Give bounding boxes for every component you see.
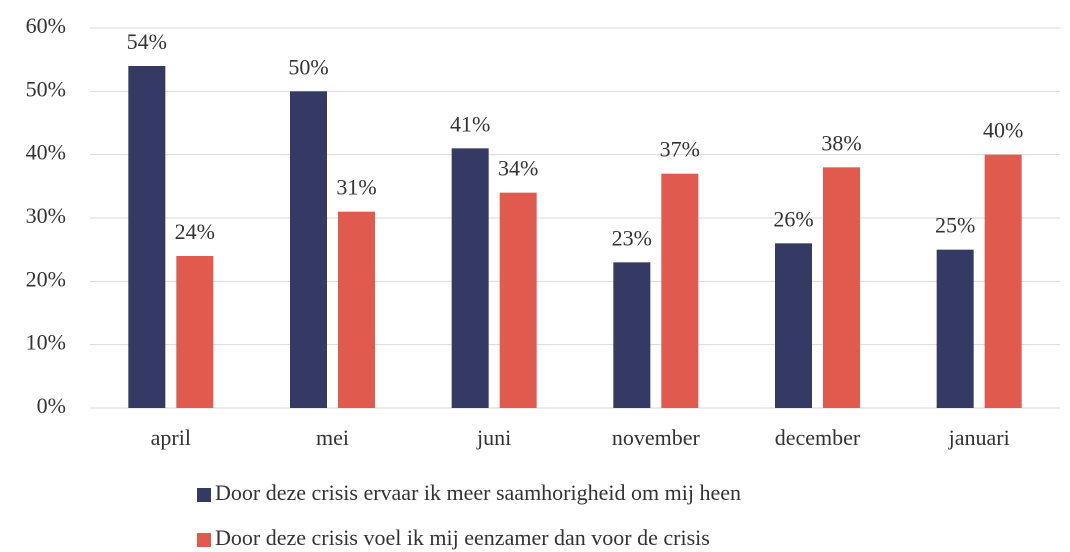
value-label: 40%	[983, 118, 1023, 143]
bar	[451, 148, 489, 409]
bar	[661, 173, 699, 408]
bar	[290, 91, 327, 408]
legend-label: Door deze crisis voel ik mij eenzamer da…	[215, 525, 710, 550]
value-label: 37%	[660, 137, 700, 162]
x-tick-label: april	[151, 425, 191, 450]
value-label: 26%	[773, 206, 813, 231]
legend-label: Door deze crisis ervaar ik meer saamhori…	[215, 480, 741, 505]
legend-swatch	[197, 533, 211, 547]
bar	[499, 192, 537, 408]
value-label: 25%	[935, 213, 975, 238]
value-label: 54%	[127, 29, 167, 54]
legend-swatch	[197, 488, 211, 502]
x-tick-label: januari	[948, 425, 1010, 450]
y-tick-label: 60%	[26, 13, 66, 38]
x-tick-label: november	[612, 425, 701, 450]
y-tick-label: 40%	[26, 140, 66, 165]
bar	[823, 167, 860, 408]
y-tick-label: 30%	[26, 203, 66, 228]
y-tick-label: 10%	[26, 330, 66, 355]
bar	[338, 211, 375, 408]
bar	[128, 66, 166, 408]
value-label: 41%	[450, 111, 490, 136]
value-label: 31%	[336, 175, 376, 200]
bar	[613, 262, 651, 408]
bar	[176, 256, 214, 408]
value-label: 38%	[821, 130, 861, 155]
x-tick-label: juni	[476, 425, 511, 450]
bar	[775, 243, 812, 408]
value-label: 34%	[498, 156, 538, 181]
bar	[936, 249, 974, 408]
y-tick-label: 50%	[26, 76, 66, 101]
value-label: 24%	[175, 219, 215, 244]
x-tick-label: mei	[316, 425, 349, 450]
y-tick-label: 0%	[37, 393, 66, 418]
value-label: 23%	[612, 225, 652, 250]
x-tick-label: december	[775, 425, 861, 450]
value-label: 50%	[288, 54, 328, 79]
bar	[984, 154, 1022, 408]
y-tick-label: 20%	[26, 266, 66, 291]
